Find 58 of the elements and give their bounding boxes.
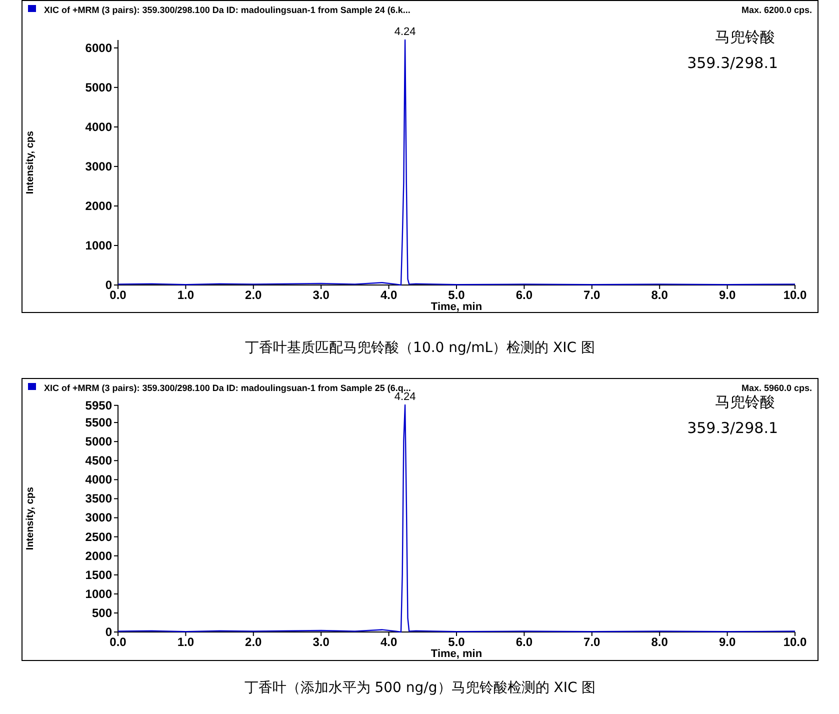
y-tick-label: 3500: [85, 492, 112, 506]
annotation: 马兜铃酸: [715, 393, 775, 411]
text: 丁香叶基质匹配马兜铃酸（10.0 ng/mL）检测的 XIC 图: [245, 340, 595, 356]
x-tick-label: 6.0: [516, 635, 533, 649]
y-tick-label: 0: [105, 278, 112, 292]
chart-title: XIC of +MRM (3 pairs): 359.300/298.100 Da ID: madoulingsuan-1 from Sample 24 (6.k...: [44, 5, 410, 15]
y-tick-label: 4500: [85, 454, 112, 468]
x-tick-label: 5.0: [448, 635, 466, 649]
y-tick-label: 5500: [85, 416, 112, 430]
x-tick-label: 3.0: [312, 288, 330, 302]
text: 丁香叶（添加水平为 500 ng/g）马兜铃酸检测的 XIC 图: [244, 680, 596, 696]
x-tick-label: 1.0: [177, 635, 194, 649]
x-tick-label: 0.0: [110, 635, 127, 649]
x-tick-label: 9.0: [718, 635, 736, 649]
x-tick-label: 6.0: [516, 288, 533, 302]
y-tick-label: 4000: [85, 120, 112, 134]
y-tick-label: 2500: [85, 530, 112, 544]
y-tick-label: 1000: [85, 238, 112, 252]
y-tick-label: 500: [92, 606, 112, 620]
annotation: 马兜铃酸: [715, 28, 775, 46]
x-tick-label: 7.0: [584, 635, 601, 649]
x-tick-label: 2.0: [245, 288, 262, 302]
y-tick-label: 5000: [85, 80, 112, 94]
y-axis-title: Intensity, cps: [25, 486, 36, 550]
y-tick-label: 5000: [85, 434, 112, 449]
y-tick-label: 0: [105, 625, 112, 639]
annotation: 359.3/298.1: [687, 54, 778, 72]
x-tick-label: 9.0: [718, 288, 736, 302]
annotation: 4.24: [394, 391, 416, 403]
y-tick-label: 3000: [85, 159, 112, 174]
x-tick-label: 10.0: [783, 288, 807, 302]
x-tick-label: 2.0: [245, 635, 262, 649]
y-tick-label: 2000: [85, 198, 112, 213]
y-tick-label: 3000: [85, 510, 112, 525]
x-tick-label: 4.0: [380, 635, 398, 649]
y-tick-label: 5950: [85, 398, 112, 412]
y-tick-label: 6000: [85, 40, 112, 55]
x-tick-label: 7.0: [584, 288, 601, 302]
x-axis-title: Time, min: [430, 648, 482, 660]
y-tick-label: 2000: [85, 548, 112, 563]
text: Max. 6200.0 cps.: [741, 5, 812, 15]
y-axis-title: Intensity, cps: [25, 130, 36, 194]
annotation: 359.3/298.1: [687, 419, 778, 437]
y-tick-label: 1000: [85, 586, 112, 601]
text: Max. 5960.0 cps.: [741, 383, 812, 393]
x-axis-title: Time, min: [430, 301, 482, 313]
x-tick-label: 5.0: [448, 288, 466, 302]
x-tick-label: 1.0: [177, 288, 194, 302]
x-tick-label: 10.0: [783, 635, 807, 649]
x-tick-label: 8.0: [651, 635, 668, 649]
chart-title: XIC of +MRM (3 pairs): 359.300/298.100 Da ID: madoulingsuan-1 from Sample 25 (6.q...: [44, 383, 411, 393]
x-tick-label: 8.0: [651, 288, 668, 302]
x-tick-label: 3.0: [312, 635, 330, 649]
y-tick-label: 1500: [85, 568, 112, 582]
x-tick-label: 4.0: [380, 288, 398, 302]
x-tick-label: 0.0: [110, 288, 127, 302]
annotation: 4.24: [394, 26, 416, 38]
y-tick-label: 4000: [85, 472, 112, 487]
